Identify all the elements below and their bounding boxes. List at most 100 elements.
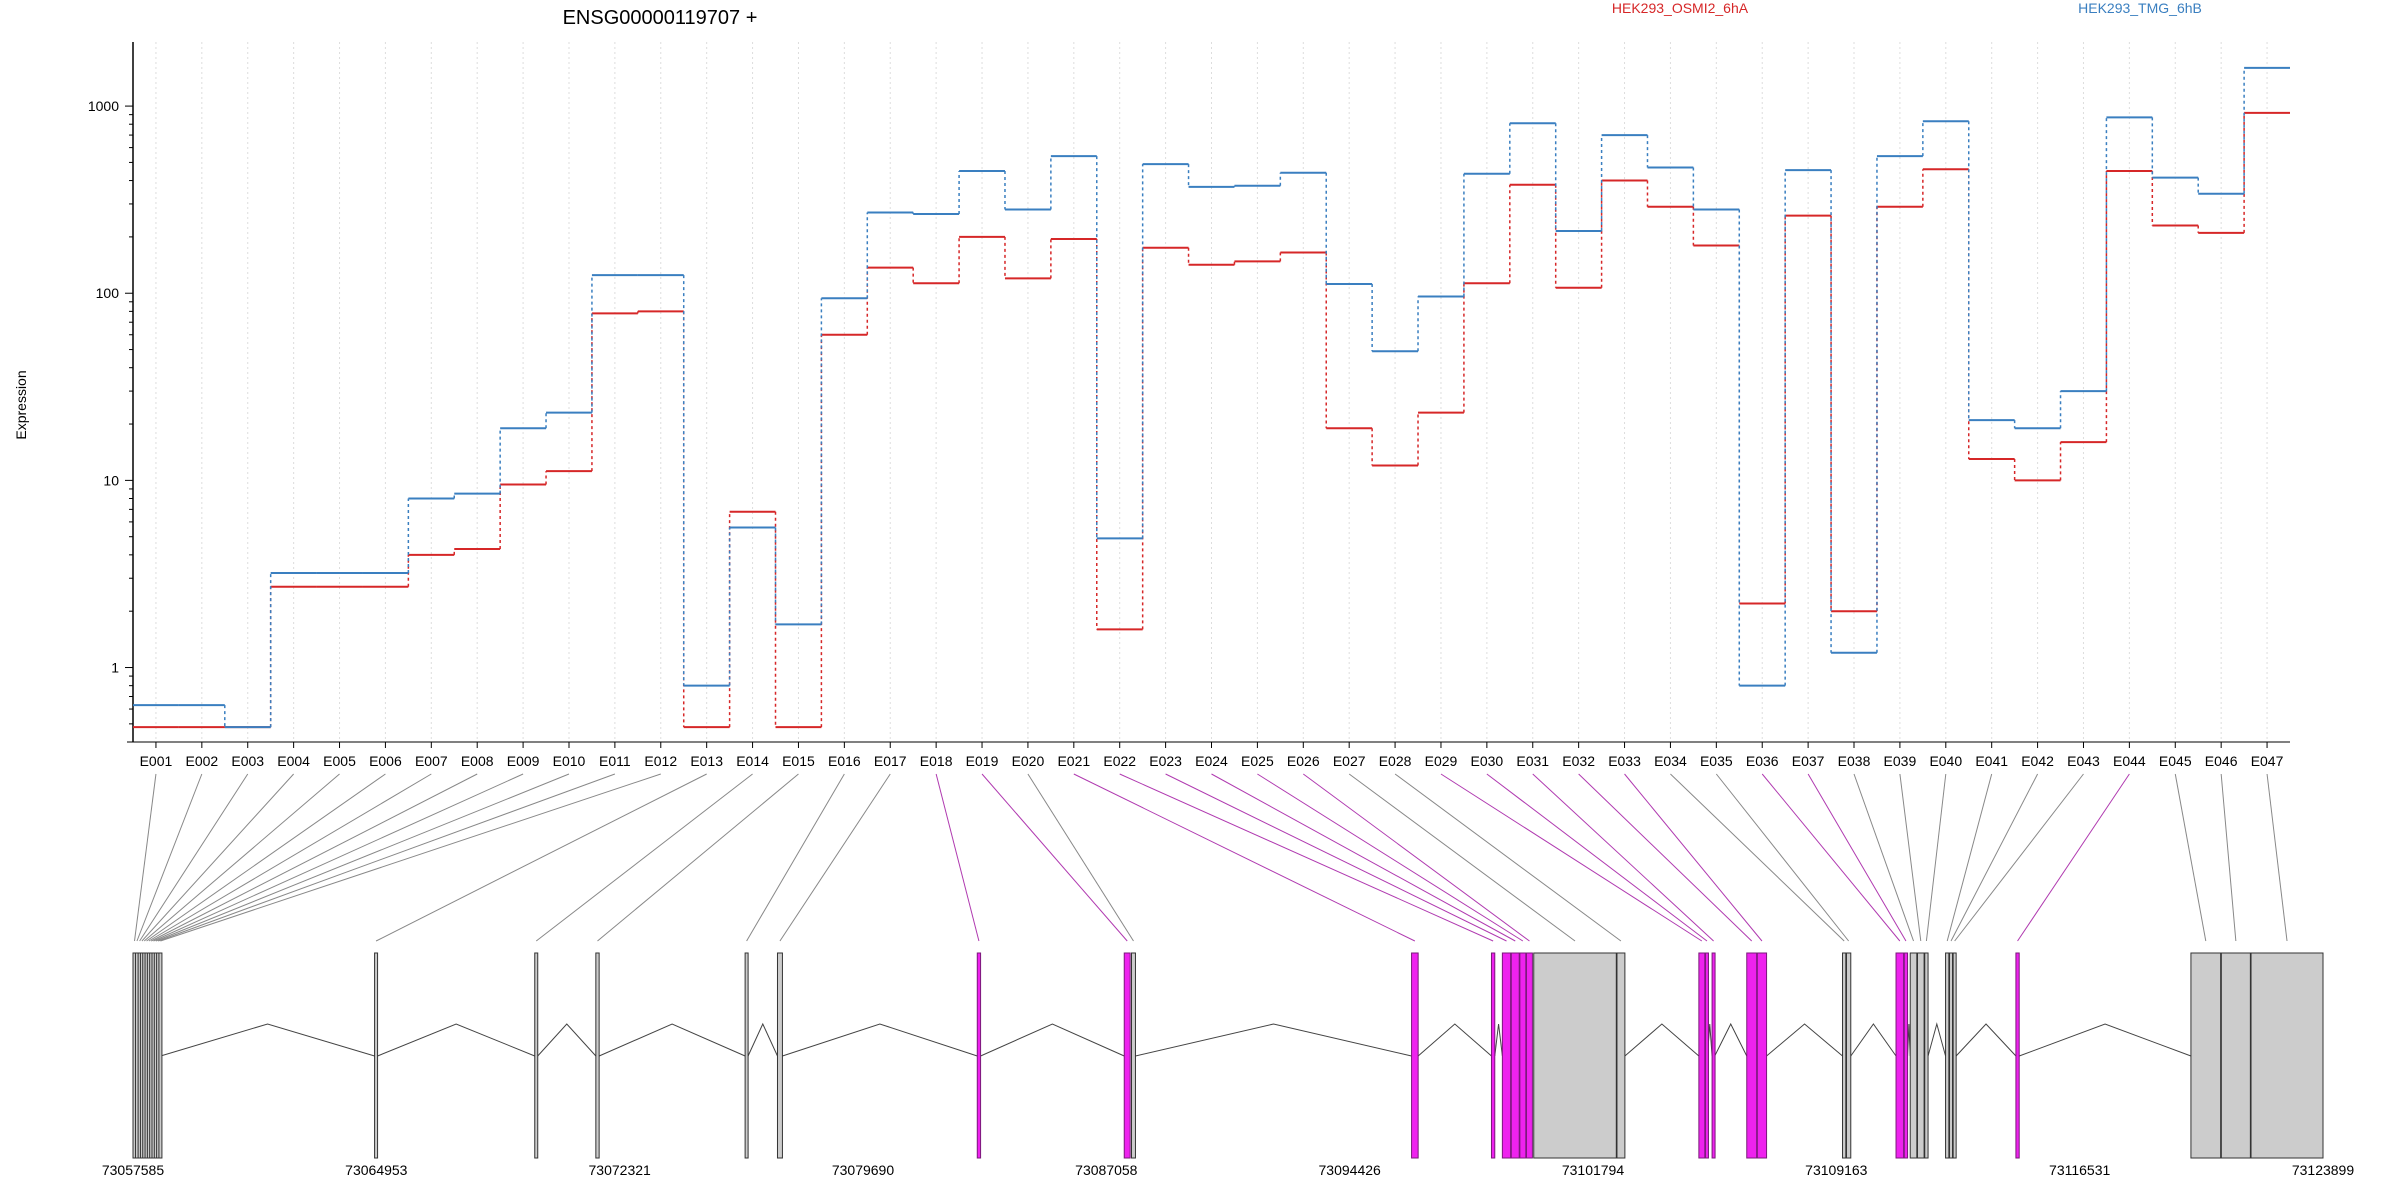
exon-block <box>1916 952 1925 1159</box>
exon-block <box>1903 952 1909 1159</box>
series-layer <box>133 66 2290 729</box>
intron-line <box>1135 1023 1412 1057</box>
exon-connector <box>2266 773 2288 942</box>
x-tick-label: E004 <box>277 753 310 769</box>
genomic-tick-label: 73072321 <box>589 1162 652 1178</box>
exon-connector <box>139 773 249 942</box>
x-tick-label: E041 <box>1975 753 2008 769</box>
exon-connector <box>150 773 478 942</box>
exon-connector <box>1211 773 1516 942</box>
exon-block <box>595 952 600 1159</box>
intron-line <box>747 1022 778 1057</box>
exon-block <box>1952 952 1957 1159</box>
exon-connector <box>1715 773 1850 942</box>
exon-block <box>1616 952 1626 1159</box>
genomic-axis: 73057585 73064953 73072321 73079690 73087058… <box>102 1162 2355 1178</box>
exon-block <box>1711 952 1716 1159</box>
y-tick-label: 100 <box>96 285 120 301</box>
x-tick-label: E029 <box>1425 753 1458 769</box>
exon-connector <box>1440 773 1703 942</box>
exon-connector <box>1486 773 1708 942</box>
exon-connector <box>597 773 799 942</box>
intron-line <box>1624 1023 1700 1057</box>
exon-connector <box>1165 773 1507 942</box>
exon-connector <box>1807 773 1907 942</box>
exon-connector <box>1853 773 1914 942</box>
exon-connector <box>2017 773 2130 942</box>
exon-block <box>1842 952 1847 1159</box>
series-HEK293_TMG_6hB <box>133 66 2290 729</box>
exon-block <box>534 952 539 1159</box>
exon-block <box>1525 952 1533 1159</box>
exon-connector <box>1925 773 1947 942</box>
exon-block <box>1945 952 1950 1159</box>
gene-model <box>132 952 2324 1159</box>
genomic-tick-label: 73123899 <box>2292 1162 2355 1178</box>
intron-line <box>1494 1023 1503 1057</box>
exon-connector <box>1073 773 1416 942</box>
axis-layer: E001 E002 E003 E004 E005 E006 E007 E008 E009 E010… <box>88 42 2290 769</box>
exon-block <box>976 952 982 1159</box>
exon-block <box>374 952 379 1159</box>
x-tick-label: E014 <box>736 753 769 769</box>
exon-connector <box>160 773 661 942</box>
x-tick-label: E046 <box>2205 753 2238 769</box>
genomic-tick-label: 73064953 <box>345 1162 408 1178</box>
exon-connector <box>2220 773 2237 942</box>
genomic-tick-label: 73094426 <box>1319 1162 1382 1178</box>
x-tick-label: E027 <box>1333 753 1366 769</box>
x-tick-label: E038 <box>1838 753 1871 769</box>
exon-connector <box>2174 773 2207 942</box>
x-tick-label: E017 <box>874 753 907 769</box>
x-tick-label: E022 <box>1103 753 1136 769</box>
x-tick-label: E028 <box>1379 753 1412 769</box>
exon-connector <box>141 773 294 942</box>
x-tick-label: E019 <box>966 753 999 769</box>
x-tick-label: E007 <box>415 753 448 769</box>
x-tick-label: E036 <box>1746 753 1779 769</box>
exon-block <box>2190 952 2222 1159</box>
x-tick-label: E002 <box>185 753 218 769</box>
exon-connector <box>148 773 432 942</box>
x-tick-label: E034 <box>1654 753 1687 769</box>
intron-line <box>980 1023 1125 1057</box>
exon-block <box>1909 952 1918 1159</box>
exon-block <box>1756 952 1768 1159</box>
intron-line <box>537 1023 597 1057</box>
exon-block <box>1704 952 1709 1159</box>
x-tick-label: E047 <box>2251 753 2284 769</box>
exon-block <box>776 952 783 1159</box>
exon-connector <box>134 773 157 942</box>
x-tick-label: E031 <box>1516 753 1549 769</box>
x-tick-label: E030 <box>1471 753 1504 769</box>
exon-connector <box>146 773 386 942</box>
intron-line <box>1714 1022 1748 1057</box>
exon-block <box>1924 952 1929 1159</box>
x-tick-label: E043 <box>2067 753 2100 769</box>
exon-block <box>2015 952 2020 1159</box>
exon-connector <box>1670 773 1845 942</box>
exon-connector <box>153 773 524 942</box>
intron-line <box>598 1023 746 1057</box>
exon-block <box>1123 952 1131 1159</box>
exon-block <box>1510 952 1520 1159</box>
exon-connector <box>1532 773 1714 942</box>
x-tick-label: E013 <box>690 753 723 769</box>
genomic-tick-label: 73109163 <box>1805 1162 1868 1178</box>
x-tick-label: E006 <box>369 753 402 769</box>
exon-block <box>1131 952 1136 1159</box>
y-tick-label: 1000 <box>88 98 119 114</box>
exon-connector <box>155 773 570 942</box>
x-tick-label: E021 <box>1057 753 1090 769</box>
x-tick-label: E003 <box>231 753 264 769</box>
intron-line <box>377 1023 535 1057</box>
x-tick-label: E012 <box>644 753 677 769</box>
exon-connector <box>1950 773 2039 942</box>
exon-connector <box>1394 773 1622 942</box>
exon-connector <box>1348 773 1576 942</box>
x-tick-label: E010 <box>553 753 586 769</box>
exon-connector <box>157 773 616 942</box>
exon-connector <box>1578 773 1753 942</box>
exon-block <box>1698 952 1706 1159</box>
exon-connector <box>1027 773 1134 942</box>
